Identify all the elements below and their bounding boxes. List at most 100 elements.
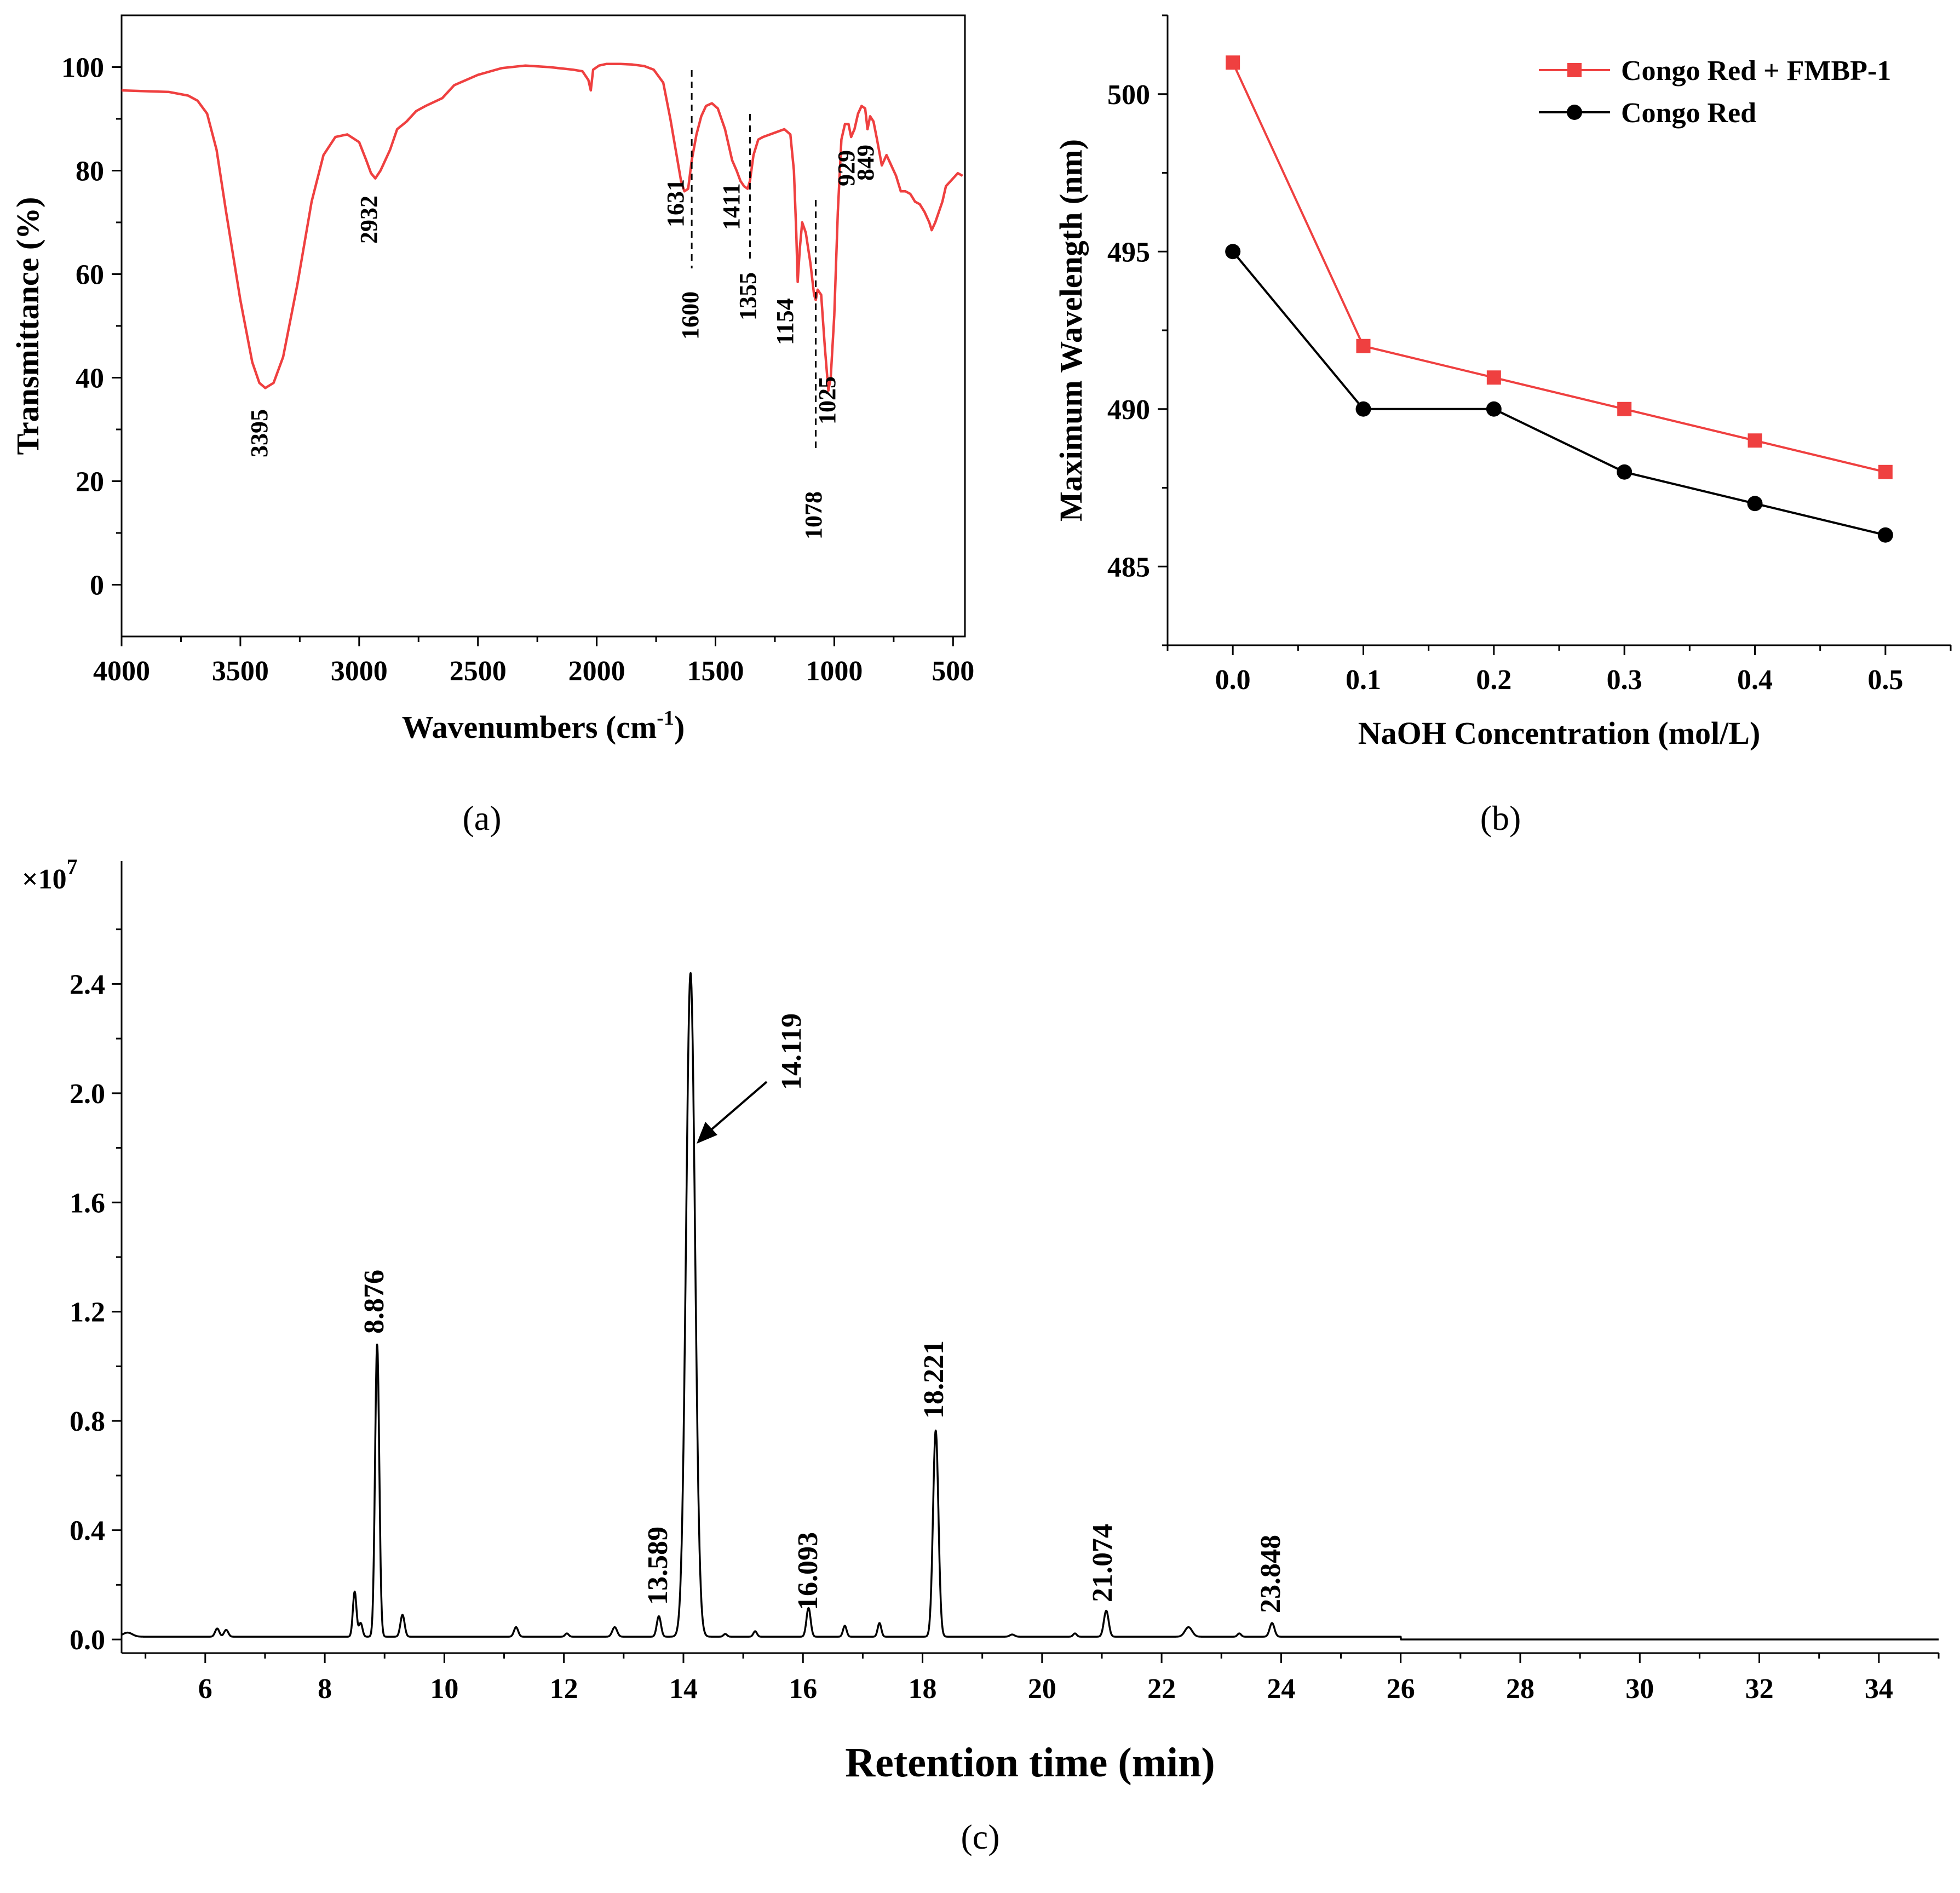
panel-b-x-tick-label: 0.3 [1607,664,1642,696]
panel-c-chromatogram-chart: 6 8 10 12 14 16 18 20 22 24 26 28 30 32 34 0.0 0.4 0.8 1.2… [22,854,1940,1786]
panel-a-y-tick-label: 20 [76,467,104,498]
panel-b-legend-marker-congo-red [1567,105,1582,120]
panel-a-x-axis-title: Wavenumbers (cm-1) [402,707,685,745]
panel-c-x-tick-label: 28 [1506,1673,1534,1705]
panel-b-point-congo-red-fmbp1 [1748,433,1762,448]
panel-a-x-tick-label: 2500 [450,656,507,687]
panel-c-x-tick-label: 18 [909,1673,937,1705]
panel-a-y-axis-title: Transmittance (%) [10,197,45,455]
panel-b-legend-label-congo-red: Congo Red [1621,97,1756,129]
panel-b-point-congo-red-fmbp1 [1486,370,1501,385]
panel-b-point-congo-red-fmbp1 [1617,401,1632,416]
panel-b-point-congo-red [1877,527,1893,543]
panel-c-x-tick-label: 30 [1625,1673,1654,1705]
panel-b-x-tick-label: 0.4 [1737,664,1773,696]
panel-b-x-tick-label: 0.2 [1476,664,1511,696]
panel-a-peak-label-1631: 1631 [662,179,689,227]
panel-a-x-tick-label: 4000 [93,656,150,687]
panel-c-y-tick-label: 1.6 [70,1188,105,1219]
panel-c-peak-label-16-093: 16.093 [792,1532,824,1610]
panel-a-peak-label-1154: 1154 [772,298,798,345]
panel-b-point-congo-red [1486,401,1502,417]
panel-c-y-tick-label: 2.4 [70,969,105,1000]
panel-c-x-tick-label: 24 [1267,1673,1295,1705]
panel-c-y-tick-label: 1.2 [70,1297,105,1328]
panel-a-y-tick-label: 100 [61,53,104,84]
panel-c-peak-label-21-074: 21.074 [1087,1524,1118,1602]
panel-c-peak-label-23-848: 23.848 [1255,1535,1286,1613]
panel-a-y-tick-label: 60 [76,260,104,291]
panel-a-x-tick-label: 1000 [806,656,863,687]
panel-b-y-axis-title: Maximum Wavelength (nm) [1053,139,1089,521]
panel-c-chromatogram-line [120,972,1940,1640]
panel-b-x-tick-label: 0.0 [1215,664,1251,696]
panel-b-series-line-congo-red-fmbp1 [1232,62,1886,473]
panel-b-point-congo-red [1225,244,1241,260]
panel-c-x-tick-label: 34 [1865,1673,1893,1705]
panel-b-x-axis-title: NaOH Concentration (mol/L) [1358,715,1761,751]
panel-a-label: (a) [462,799,501,837]
panel-a-peak-label-929: 929 [833,150,860,186]
panel-a-x-tick-label: 3500 [212,656,269,687]
panel-c-peak-label-13-589: 13.589 [642,1527,674,1605]
panel-c-x-tick-label: 8 [318,1673,332,1705]
panel-c-y-multiplier: ×107 [22,854,78,895]
panel-a-x-tick-label: 2000 [568,656,625,687]
panel-a-x-tick-label: 3000 [331,656,388,687]
panel-c-y-tick-label: 0.0 [70,1625,105,1656]
panel-a-y-tick-label: 80 [76,156,104,187]
panel-c-y-tick-label: 2.0 [70,1079,105,1110]
panel-b-point-congo-red [1747,496,1763,512]
panel-c-label: (c) [961,1817,999,1856]
panel-b-point-congo-red [1617,464,1633,480]
panel-a-peak-label-1078: 1078 [800,491,827,540]
panel-a-x-tick-label: 1500 [687,656,744,687]
panel-c-x-tick-label: 14 [669,1673,698,1705]
panel-a-peak-label-1411: 1411 [718,183,745,230]
panel-b-legend-marker-congo-red-fmbp1 [1567,63,1582,77]
panel-c-x-tick-label: 32 [1745,1673,1774,1705]
panel-c-y-tick-label: 0.8 [70,1406,105,1437]
panel-a-peak-label-3395: 3395 [246,409,273,457]
panel-c-peak-label-8-876: 8.876 [359,1270,390,1334]
panel-b-y-tick-label: 490 [1107,394,1150,426]
panel-b-point-congo-red-fmbp1 [1226,55,1240,70]
panel-c-x-tick-label: 26 [1387,1673,1415,1705]
panel-a-peak-label-2932: 2932 [355,196,382,244]
panel-b-legend-label-congo-red-fmbp1: Congo Red + FMBP-1 [1621,55,1891,87]
panel-c-arrow-line [705,1081,768,1135]
panel-b-wavelength-chart: 0.0 0.1 0.2 0.3 0.4 0.5 485 490 495 500 NaOH Conce… [1053,14,1952,751]
panel-a-peak-label-1355: 1355 [734,272,761,320]
panel-c-x-tick-label: 20 [1028,1673,1056,1705]
panel-a-y-tick-label: 0 [90,570,104,601]
panel-b-x-tick-label: 0.5 [1867,664,1903,696]
panel-c-peak-label-18-221: 18.221 [918,1340,950,1419]
panel-c-x-tick-label: 22 [1147,1673,1176,1705]
panel-b-point-congo-red [1355,401,1371,417]
panel-b-point-congo-red-fmbp1 [1878,464,1893,479]
panel-c-x-tick-label: 12 [550,1673,578,1705]
panel-b-y-tick-label: 500 [1107,79,1150,111]
panel-a-peak-label-849: 849 [852,145,879,181]
panel-a-peak-label-1600: 1600 [677,291,704,340]
panel-a-ftir-chart: 4000 3500 3000 2500 2000 1500 1000 500 0 20 40 60 80… [10,14,974,745]
panel-a-x-tick-label: 500 [932,656,974,687]
panel-c-x-tick-label: 16 [789,1673,817,1705]
panel-c-x-axis-title: Retention time (min) [845,1740,1215,1786]
panel-a-peak-label-1025: 1025 [814,376,841,425]
panel-b-series-line-congo-red [1232,251,1886,536]
panel-b-x-tick-label: 0.1 [1346,664,1381,696]
panel-c-arrow-head [697,1122,717,1144]
panel-b-point-congo-red-fmbp1 [1356,339,1371,353]
panel-b-y-tick-label: 495 [1107,237,1150,268]
panel-c-x-tick-label: 10 [430,1673,458,1705]
panel-a-y-tick-label: 40 [76,363,104,394]
panel-c-peak-label-14-119: 14.119 [776,1013,807,1090]
panel-c-y-tick-label: 0.4 [70,1516,105,1547]
panel-b-y-tick-label: 485 [1107,552,1150,583]
panel-a-spectrum-line [121,62,963,392]
panel-b-label: (b) [1480,799,1521,837]
panel-c-x-tick-label: 6 [198,1673,212,1705]
